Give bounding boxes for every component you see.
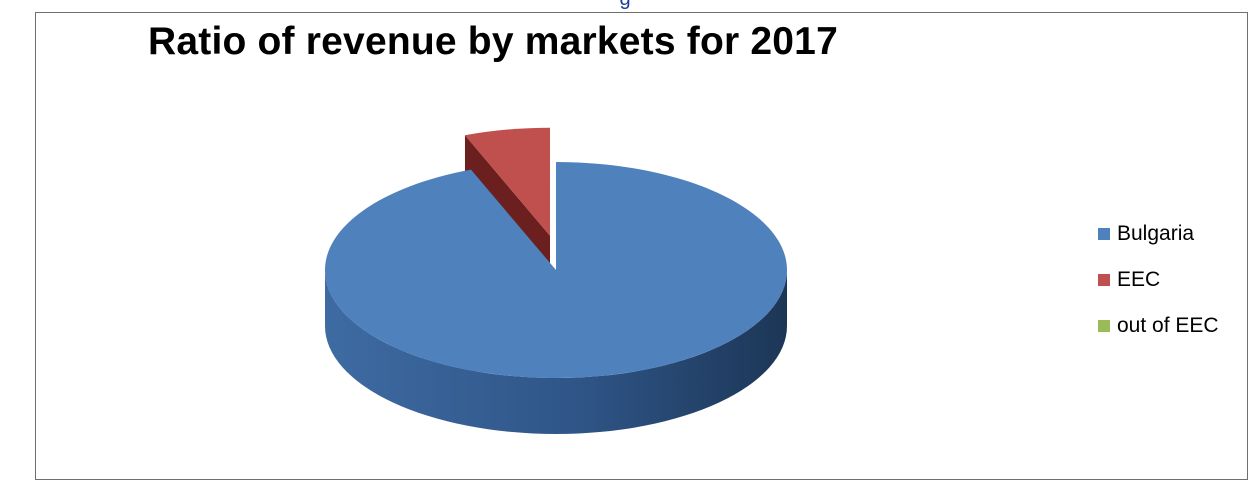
cropped-header-text: g (0, 0, 1250, 14)
legend-label: out of EEC (1117, 314, 1219, 337)
legend-swatch (1098, 228, 1110, 240)
cropped-header-glyph: g (0, 0, 1250, 10)
legend-label: Bulgaria (1117, 222, 1195, 245)
pie-slice-bulgaria (325, 162, 787, 378)
legend-item-out-of-eec: out of EEC (1098, 314, 1219, 338)
chart-title: Ratio of revenue by markets for 2017 (148, 20, 838, 63)
legend-swatch (1098, 274, 1110, 286)
legend-label: EEC (1117, 268, 1161, 291)
legend-item-eec: EEC (1098, 268, 1219, 292)
legend-swatch (1098, 320, 1110, 332)
legend-item-bulgaria: Bulgaria (1098, 222, 1219, 246)
pie-slice-side-bulgaria (325, 270, 787, 434)
legend: Bulgaria EEC out of EEC (1098, 222, 1219, 360)
pie-slice-eec (464, 127, 551, 236)
pie-chart (325, 127, 787, 434)
